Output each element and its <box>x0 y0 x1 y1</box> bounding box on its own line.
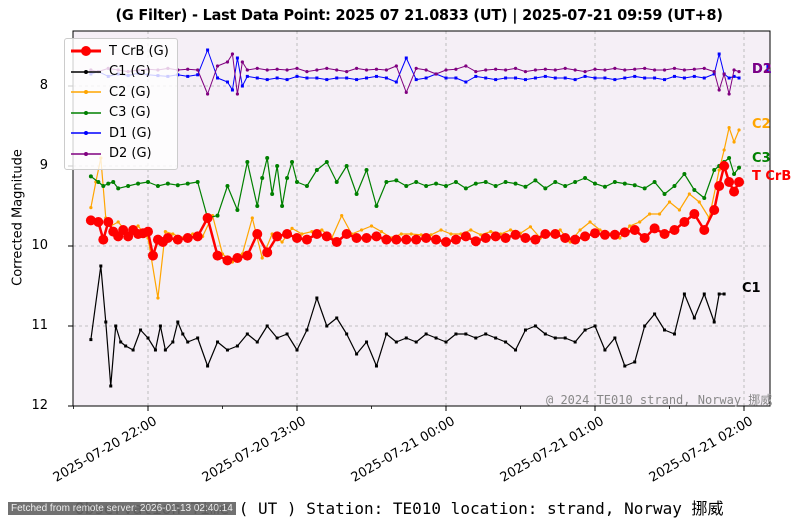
series-c1 <box>89 264 726 388</box>
chart-title: (G Filter) - Last Data Point: 2025 07 21… <box>115 6 723 24</box>
y-tick-label: 12 <box>31 398 48 413</box>
y-tick-label: 10 <box>31 238 48 253</box>
end-label-c3: C3 <box>752 151 771 166</box>
legend: T CrB (G) C1 (G) C2 (G) C3 (G) D1 (G) D2 (G) <box>64 38 178 170</box>
legend-label: D2 (G) <box>109 146 152 161</box>
legend-item-d2: D2 (G) <box>71 144 152 164</box>
series-t-crb <box>85 161 745 266</box>
legend-item-d1: D1 (G) <box>71 123 152 143</box>
legend-label: T CrB (G) <box>109 43 169 59</box>
legend-label: C2 (G) <box>109 84 151 100</box>
legend-swatch-icon <box>71 62 101 82</box>
legend-item-t-crb: T CrB (G) <box>71 41 169 61</box>
y-tick-label: 11 <box>31 318 48 333</box>
legend-swatch-icon <box>71 82 101 102</box>
end-label-d2: D2 <box>752 62 772 77</box>
data-series <box>85 48 745 388</box>
legend-swatch-icon <box>71 144 101 164</box>
legend-swatch-icon <box>71 103 101 123</box>
copyright-watermark: @ 2024 TE010 strand, Norway 挪威 <box>546 393 773 407</box>
fetched-badge: Fetched from remote server: 2026-01-13 0… <box>8 502 236 515</box>
y-tick-label: 9 <box>39 158 48 173</box>
legend-item-c1: C1 (G) <box>71 62 151 82</box>
series-c3 <box>88 156 742 220</box>
legend-swatch-icon <box>71 41 101 61</box>
plot-frame <box>72 30 771 407</box>
legend-label: D1 (G) <box>109 125 152 141</box>
gridlines <box>73 31 770 406</box>
legend-swatch-icon <box>71 123 101 143</box>
end-label-c1: C1 <box>742 281 761 296</box>
end-label-t-crb: T CrB <box>752 169 792 184</box>
legend-label: C3 (G) <box>109 105 151 120</box>
x-axis-label: Observation Time ( UT ) Station: TE010 l… <box>75 499 724 518</box>
end-label-c2: C2 <box>752 117 771 132</box>
y-tick-label: 8 <box>39 78 48 93</box>
end-label-d1: D1 <box>752 62 772 77</box>
legend-label: C1 (G) <box>109 64 151 79</box>
legend-item-c3: C3 (G) <box>71 103 151 123</box>
legend-item-c2: C2 (G) <box>71 82 151 102</box>
